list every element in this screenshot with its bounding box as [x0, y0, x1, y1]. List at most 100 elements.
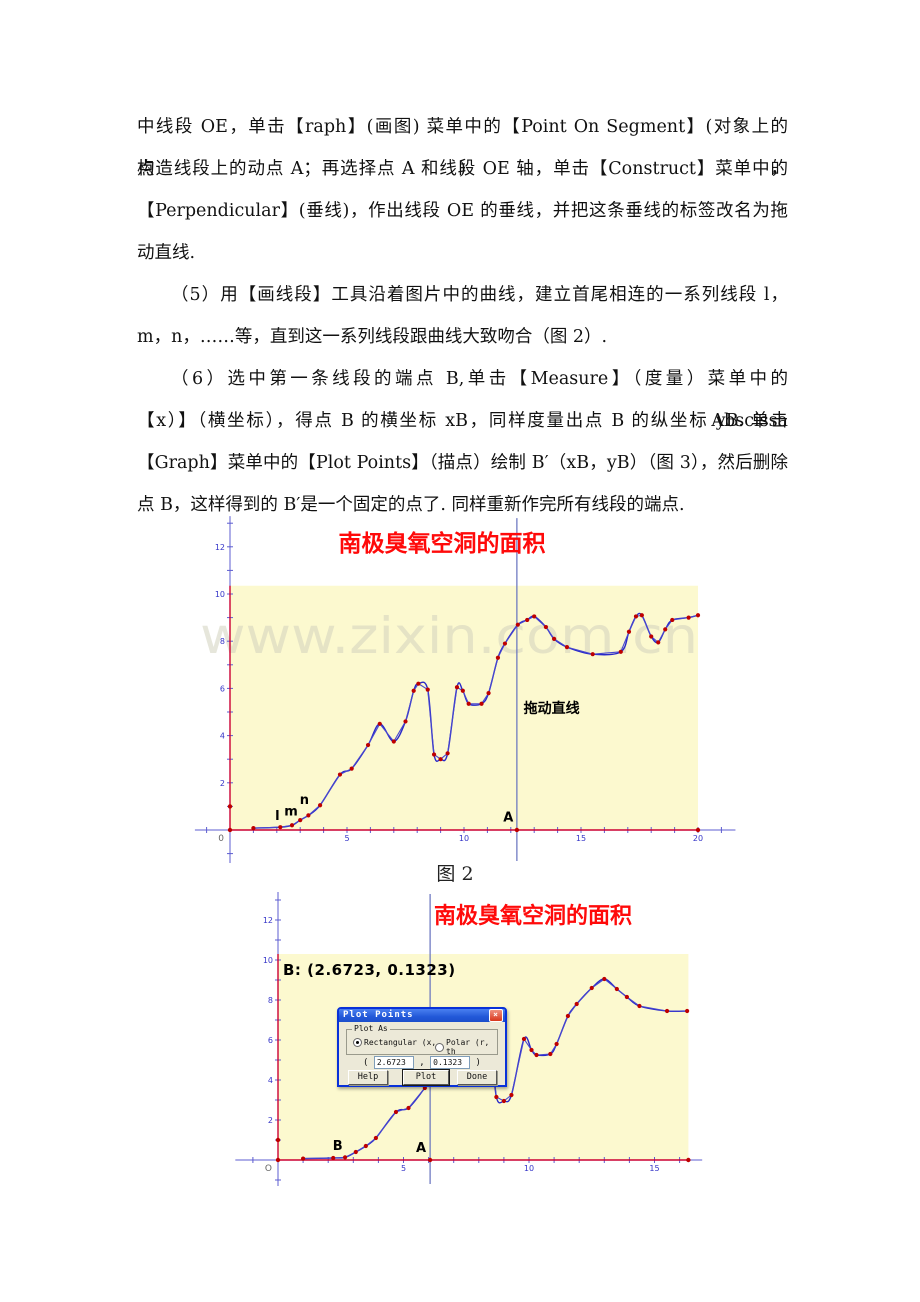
- data-point[interactable]: [431, 752, 437, 757]
- data-point[interactable]: [501, 1098, 506, 1104]
- endpoint-dot[interactable]: [227, 827, 233, 833]
- data-point[interactable]: [391, 739, 396, 744]
- done-button[interactable]: Done: [457, 1070, 497, 1085]
- data-point[interactable]: [543, 624, 548, 630]
- data-point[interactable]: [529, 1047, 534, 1053]
- data-point[interactable]: [554, 1041, 559, 1047]
- x-tick-label: 15: [649, 1164, 659, 1173]
- data-point[interactable]: [373, 1135, 378, 1141]
- dialog-titlebar[interactable]: Plot Points ×: [339, 1009, 505, 1022]
- data-point[interactable]: [337, 772, 343, 777]
- endpoint-dot[interactable]: [695, 827, 701, 833]
- chart-label: n: [300, 793, 309, 808]
- data-point[interactable]: [663, 627, 668, 632]
- data-point[interactable]: [565, 1013, 571, 1019]
- endpoint-dot[interactable]: [227, 804, 233, 809]
- data-point[interactable]: [551, 636, 557, 641]
- data-point[interactable]: [278, 825, 283, 830]
- data-point[interactable]: [602, 976, 607, 982]
- data-point[interactable]: [353, 1149, 358, 1155]
- data-point[interactable]: [342, 1155, 348, 1160]
- data-point[interactable]: [377, 721, 382, 726]
- data-point[interactable]: [548, 1051, 553, 1057]
- data-point[interactable]: [298, 817, 303, 823]
- x-tick-label: 20: [693, 834, 703, 843]
- radio-unselected-icon[interactable]: [435, 1042, 444, 1052]
- data-point[interactable]: [365, 742, 371, 748]
- segment-chain[interactable]: [303, 978, 688, 1160]
- data-point[interactable]: [445, 751, 450, 756]
- point-A[interactable]: [514, 827, 520, 833]
- data-point[interactable]: [664, 1008, 670, 1014]
- data-point[interactable]: [509, 1092, 514, 1098]
- data-point[interactable]: [460, 688, 465, 693]
- data-point[interactable]: [416, 681, 421, 686]
- data-point[interactable]: [331, 1155, 336, 1161]
- x-coordinate-input[interactable]: 2.6723: [373, 1056, 414, 1069]
- radio-selected-icon[interactable]: [353, 1038, 362, 1047]
- data-point[interactable]: [495, 655, 501, 660]
- plot-region: [230, 585, 698, 830]
- data-point[interactable]: [403, 719, 408, 724]
- y-coordinate-input[interactable]: 0.1323: [430, 1056, 471, 1069]
- figure2-caption: 图 2: [436, 863, 474, 885]
- data-point[interactable]: [626, 629, 632, 634]
- data-point[interactable]: [479, 701, 484, 706]
- data-point[interactable]: [639, 613, 644, 618]
- dialog-title: Plot Points: [343, 1010, 414, 1020]
- help-button[interactable]: Help: [348, 1070, 388, 1085]
- data-point[interactable]: [317, 803, 323, 808]
- endpoint-dot[interactable]: [275, 1157, 281, 1163]
- close-icon[interactable]: ×: [489, 1009, 503, 1022]
- data-point[interactable]: [502, 641, 508, 646]
- radio-polar[interactable]: Polar (r, th: [435, 1038, 497, 1056]
- data-point[interactable]: [454, 685, 460, 690]
- data-point[interactable]: [251, 826, 256, 831]
- data-point[interactable]: [614, 986, 619, 992]
- doc-line: 构造线段上的动点 A；再选择点 A 和线段 OE 轴，单击【Construct】…: [137, 159, 788, 179]
- data-point[interactable]: [670, 617, 675, 623]
- data-point[interactable]: [406, 1105, 411, 1111]
- data-point[interactable]: [515, 622, 520, 627]
- data-point[interactable]: [686, 615, 691, 620]
- chart-label: 拖动直线: [524, 700, 580, 717]
- chart-label: A: [416, 1141, 426, 1156]
- data-point[interactable]: [618, 649, 623, 654]
- y-tick-label: 8: [220, 637, 225, 646]
- data-point[interactable]: [349, 766, 354, 771]
- endpoint-dot[interactable]: [686, 1157, 691, 1163]
- data-point[interactable]: [534, 1052, 539, 1058]
- data-point[interactable]: [525, 617, 530, 623]
- data-point[interactable]: [521, 1036, 527, 1042]
- data-point[interactable]: [306, 813, 311, 818]
- data-point[interactable]: [564, 645, 570, 650]
- data-point[interactable]: [695, 613, 701, 618]
- data-point[interactable]: [649, 634, 654, 639]
- data-point[interactable]: [637, 1003, 642, 1009]
- data-point[interactable]: [590, 652, 595, 657]
- plot-button[interactable]: Plot: [402, 1069, 450, 1086]
- data-point[interactable]: [301, 1156, 306, 1161]
- chart-label: l: [275, 809, 279, 824]
- endpoint-dot[interactable]: [275, 1137, 281, 1143]
- data-point[interactable]: [438, 757, 443, 762]
- data-point[interactable]: [466, 701, 471, 706]
- watermark: www.zixin.com.cn: [200, 607, 698, 665]
- data-point[interactable]: [633, 614, 639, 619]
- data-point[interactable]: [289, 823, 295, 828]
- radio-rectangular[interactable]: Rectangular (x,: [353, 1038, 436, 1047]
- data-point[interactable]: [425, 687, 430, 692]
- data-point[interactable]: [411, 688, 416, 693]
- data-point[interactable]: [494, 1094, 499, 1100]
- data-point[interactable]: [393, 1109, 399, 1115]
- point-A[interactable]: [427, 1157, 433, 1163]
- data-point[interactable]: [685, 1008, 690, 1014]
- data-point[interactable]: [486, 691, 491, 696]
- data-point[interactable]: [656, 640, 661, 645]
- data-point[interactable]: [532, 614, 537, 619]
- data-point[interactable]: [624, 994, 629, 1000]
- data-point[interactable]: [589, 985, 594, 991]
- data-point[interactable]: [574, 1001, 579, 1007]
- x-tick-label: 10: [524, 1164, 534, 1173]
- data-point[interactable]: [363, 1143, 368, 1149]
